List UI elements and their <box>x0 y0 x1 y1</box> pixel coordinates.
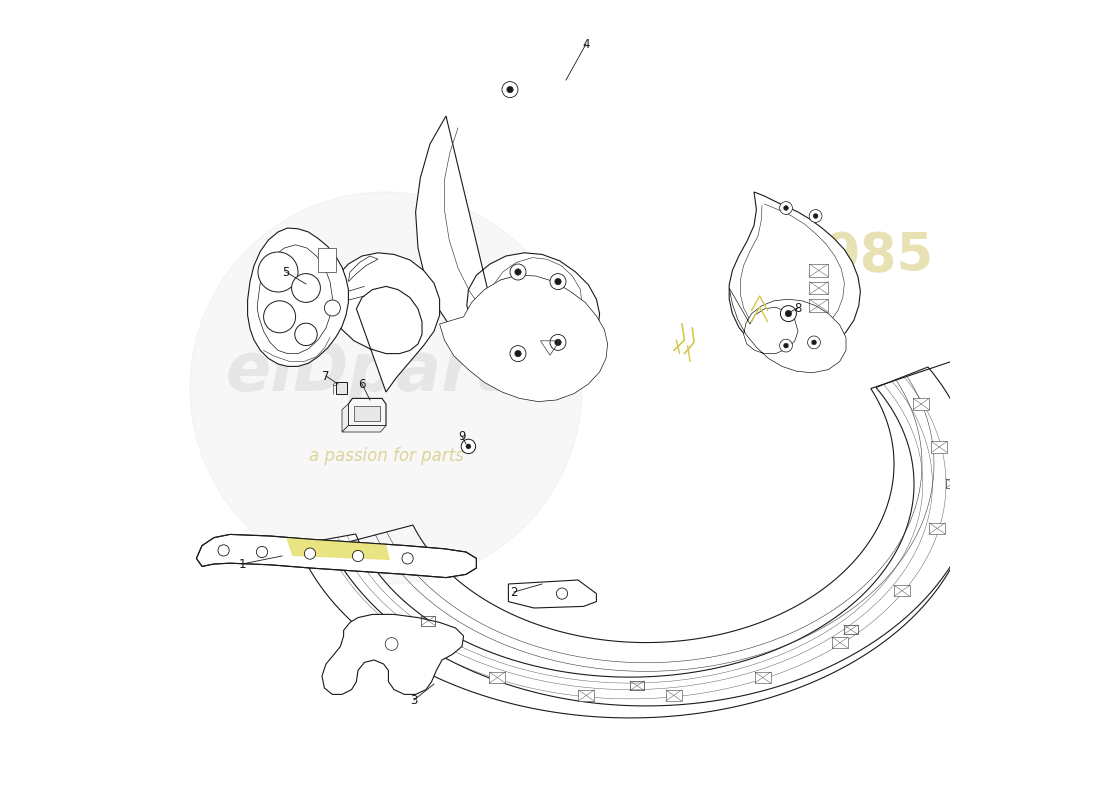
Circle shape <box>264 301 296 333</box>
Circle shape <box>295 323 317 346</box>
Bar <box>932 442 947 453</box>
Bar <box>930 522 945 534</box>
Text: 6: 6 <box>359 378 365 390</box>
Polygon shape <box>416 116 600 368</box>
Circle shape <box>502 82 518 98</box>
Polygon shape <box>729 192 860 358</box>
Circle shape <box>510 264 526 280</box>
Circle shape <box>557 588 568 599</box>
Circle shape <box>550 274 566 290</box>
Circle shape <box>550 334 566 350</box>
Bar <box>490 672 505 683</box>
Polygon shape <box>508 580 596 608</box>
Text: 985: 985 <box>823 230 933 282</box>
Bar <box>318 248 336 272</box>
Circle shape <box>352 550 364 562</box>
Circle shape <box>324 300 340 316</box>
Bar <box>832 637 848 648</box>
Circle shape <box>305 548 316 559</box>
Text: 5: 5 <box>283 266 289 278</box>
Circle shape <box>256 546 267 558</box>
Polygon shape <box>342 404 349 432</box>
Circle shape <box>507 86 514 93</box>
Bar <box>810 299 828 312</box>
Circle shape <box>466 444 471 449</box>
Text: 7: 7 <box>322 370 330 382</box>
Circle shape <box>190 192 582 584</box>
Circle shape <box>783 343 789 348</box>
Bar <box>354 406 379 421</box>
Circle shape <box>780 306 796 322</box>
Circle shape <box>385 638 398 650</box>
Bar <box>844 625 858 634</box>
Text: 8: 8 <box>794 302 802 314</box>
Circle shape <box>780 339 792 352</box>
Text: 3: 3 <box>410 694 418 706</box>
Circle shape <box>554 339 561 346</box>
Bar <box>946 478 960 488</box>
Circle shape <box>515 350 521 357</box>
Circle shape <box>402 553 414 564</box>
Polygon shape <box>349 398 386 426</box>
Polygon shape <box>440 275 607 402</box>
Polygon shape <box>248 228 349 366</box>
Bar <box>810 264 828 277</box>
Polygon shape <box>286 538 390 560</box>
Bar <box>755 672 771 683</box>
Polygon shape <box>257 245 332 354</box>
Polygon shape <box>729 288 846 373</box>
Circle shape <box>218 545 229 556</box>
Polygon shape <box>331 253 440 392</box>
Circle shape <box>510 346 526 362</box>
Circle shape <box>554 278 561 285</box>
Bar <box>421 616 436 626</box>
Circle shape <box>812 340 816 345</box>
Bar <box>913 398 930 410</box>
Circle shape <box>783 206 789 210</box>
Text: a passion for parts: a passion for parts <box>309 447 463 465</box>
Text: 9: 9 <box>459 430 465 442</box>
Bar <box>630 681 645 690</box>
Circle shape <box>258 252 298 292</box>
Bar <box>579 690 594 701</box>
Text: elDparts: elDparts <box>226 339 547 405</box>
Text: 2: 2 <box>510 586 518 598</box>
Circle shape <box>785 310 792 317</box>
Circle shape <box>813 214 818 218</box>
Polygon shape <box>197 534 476 578</box>
Bar <box>894 585 910 596</box>
Circle shape <box>461 439 475 454</box>
Bar <box>336 382 346 394</box>
Polygon shape <box>342 426 386 432</box>
Circle shape <box>292 274 320 302</box>
Polygon shape <box>322 614 463 694</box>
Bar <box>810 282 828 294</box>
Circle shape <box>810 210 822 222</box>
Bar <box>666 690 682 701</box>
Text: 1: 1 <box>239 558 245 570</box>
Text: 4: 4 <box>582 38 590 50</box>
Circle shape <box>780 202 792 214</box>
Polygon shape <box>298 367 974 718</box>
Circle shape <box>807 336 821 349</box>
Circle shape <box>515 269 521 275</box>
